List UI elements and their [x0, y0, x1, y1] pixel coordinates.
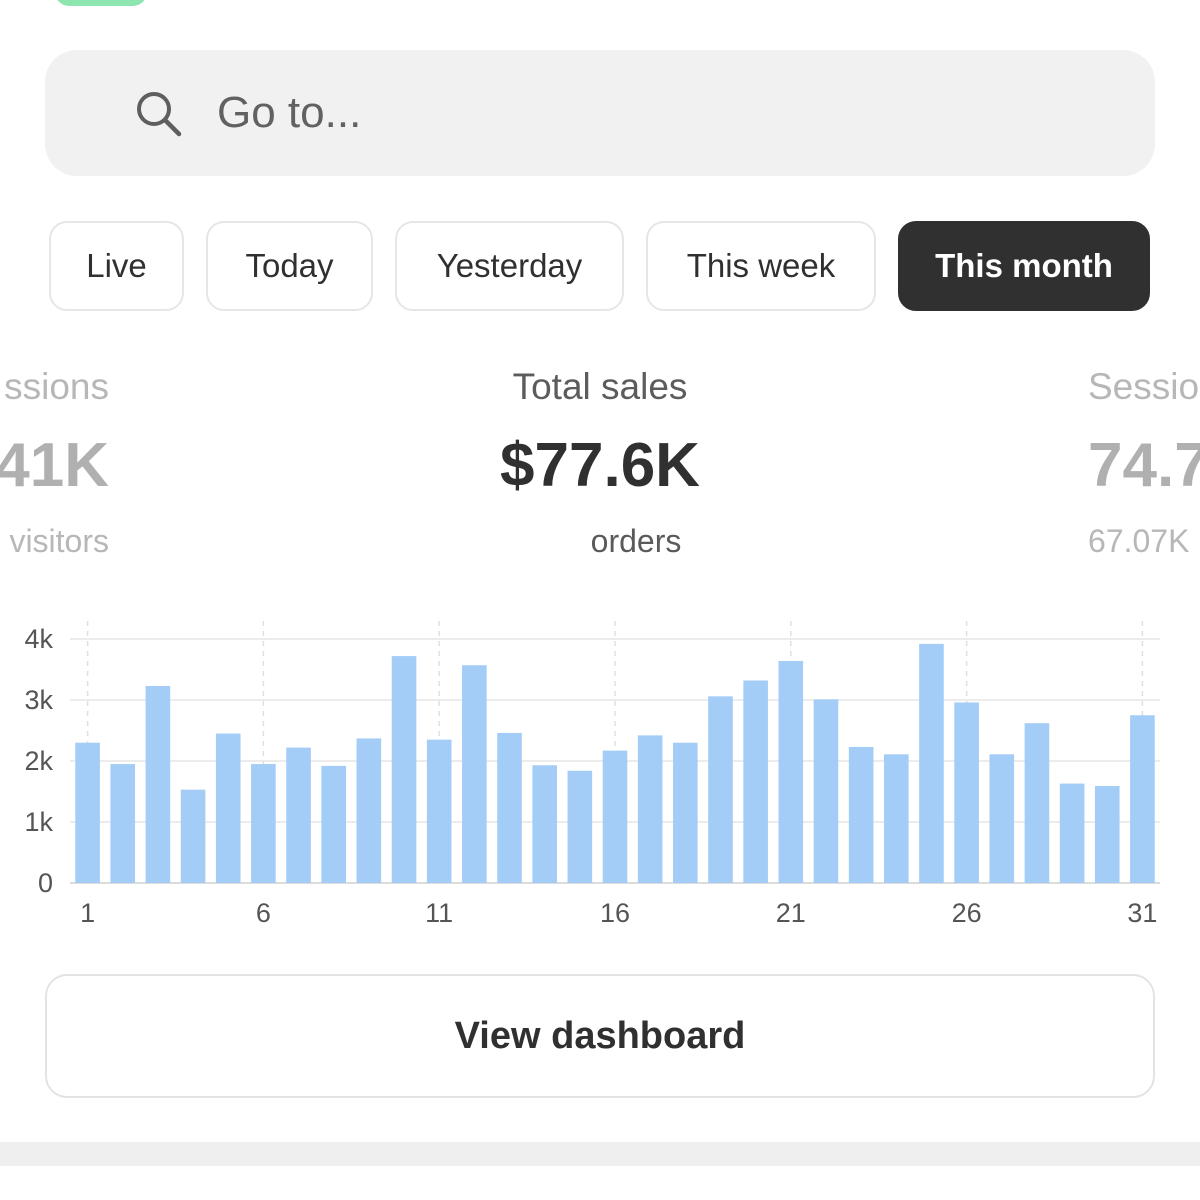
chart-bar — [848, 746, 874, 883]
chart-bar — [673, 742, 698, 883]
search-icon — [137, 92, 182, 137]
x-tick-label: 16 — [600, 898, 630, 928]
chart-bar — [602, 750, 628, 883]
chart-bar — [919, 643, 944, 883]
tab-today[interactable]: Today — [206, 221, 373, 311]
status-pill — [55, 0, 147, 6]
chart-bar — [286, 747, 311, 883]
chart-bar — [75, 742, 100, 883]
chart-bar — [356, 738, 382, 883]
chart-bar — [462, 665, 487, 883]
x-tick-label: 31 — [1127, 898, 1157, 928]
date-range-tabs: Live Today Yesterday This week This mont… — [0, 221, 1200, 313]
y-tick-label: 4k — [24, 624, 53, 654]
metric-label: Sessio — [1088, 366, 1200, 407]
tab-this-month[interactable]: This month — [898, 221, 1150, 311]
chart-bar — [637, 735, 663, 883]
search-bar[interactable]: Go to... — [45, 50, 1155, 176]
tab-this-week[interactable]: This week — [646, 221, 876, 311]
chart-bar — [883, 754, 909, 883]
tab-live[interactable]: Live — [49, 221, 184, 311]
tab-yesterday[interactable]: Yesterday — [395, 221, 624, 311]
chart-bar — [1130, 715, 1155, 883]
y-tick-label: 0 — [38, 868, 53, 898]
chart-bar — [813, 699, 839, 883]
x-tick-label: 11 — [425, 898, 453, 928]
metric-value: 41K — [0, 431, 109, 500]
metric-subtext: visitors — [9, 523, 109, 559]
chart-bar — [567, 770, 593, 883]
x-tick-label: 21 — [776, 898, 806, 928]
metric-card-sessions-right[interactable]: Sessio 74.7 67.07K — [1088, 362, 1200, 566]
chart-bar — [251, 764, 276, 883]
chart-bar — [426, 739, 452, 883]
x-tick-label: 1 — [80, 898, 95, 928]
chart-bar — [1094, 786, 1120, 883]
metric-label: Total sales — [512, 366, 688, 407]
chart-bar — [743, 680, 768, 883]
chart-bar — [708, 696, 733, 883]
chart-bar — [532, 765, 557, 883]
y-tick-label: 1k — [24, 807, 53, 837]
metric-value: $77.6K — [500, 431, 700, 500]
search-input[interactable]: Go to... — [217, 88, 362, 137]
metric-card-sessions-left[interactable]: ssions 41K visitors — [0, 362, 109, 566]
chart-bar — [778, 660, 804, 883]
chart-bar — [1059, 783, 1085, 883]
metric-subtext: orders — [590, 523, 682, 559]
chart-bar — [145, 685, 171, 883]
chart-bar — [321, 765, 347, 883]
metric-card-total-sales[interactable]: Total sales $77.6K orders — [400, 362, 800, 566]
chart-bar — [1024, 723, 1050, 883]
metric-value: 74.7 — [1088, 431, 1200, 500]
chart-bar — [110, 764, 136, 883]
x-tick-label: 26 — [952, 898, 982, 928]
y-tick-label: 3k — [24, 685, 53, 715]
view-dashboard-button[interactable]: View dashboard — [45, 974, 1155, 1098]
y-tick-label: 2k — [24, 746, 53, 776]
chart-bar — [989, 754, 1015, 883]
chart-bar — [954, 702, 979, 883]
chart-bar — [497, 732, 522, 883]
section-divider — [0, 1142, 1200, 1166]
chart-bar — [215, 733, 241, 883]
chart-bar — [180, 789, 206, 883]
metric-subtext: 67.07K — [1088, 523, 1190, 559]
metric-label: ssions — [4, 366, 109, 407]
chart-bar — [391, 656, 417, 883]
x-tick-label: 6 — [256, 898, 271, 928]
